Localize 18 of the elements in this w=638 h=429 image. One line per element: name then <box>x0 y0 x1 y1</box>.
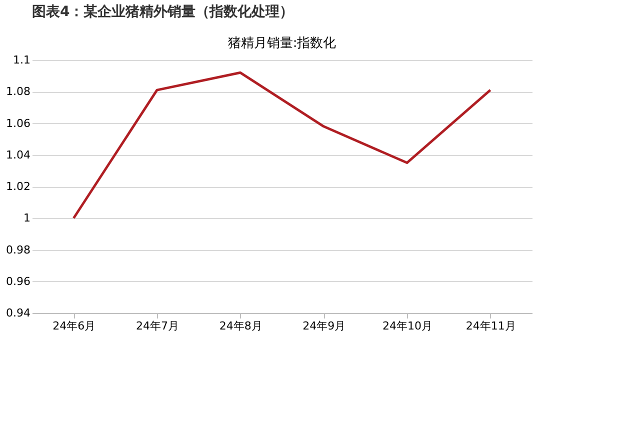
line-series <box>72 71 492 220</box>
y-tick-label: 1.1 <box>13 54 30 66</box>
y-tick-label: 1.04 <box>6 148 30 162</box>
y-tick-label: 0.98 <box>6 243 30 256</box>
y-tick-label: 1.02 <box>6 180 30 193</box>
x-tick-label: 24年10月 <box>382 320 432 332</box>
chart-subtitle: 猪精月销量:指数化 <box>228 36 336 51</box>
x-tick-label: 24年7月 <box>136 320 179 332</box>
x-tick-label: 24年11月 <box>466 320 516 332</box>
y-tick-label: 1.06 <box>6 116 30 130</box>
y-tick-label: 0.94 <box>6 306 30 320</box>
x-tick-label: 24年8月 <box>219 320 262 332</box>
y-tick-label: 1 <box>24 212 30 225</box>
y-tick-label: 0.96 <box>6 274 30 288</box>
x-tick-label: 24年6月 <box>52 320 96 332</box>
chart-title: 图表4：某企业猪精外销量（指数化处理） <box>32 4 294 20</box>
x-tick-label: 24年9月 <box>302 320 346 332</box>
y-tick-label: 1.08 <box>6 85 30 98</box>
